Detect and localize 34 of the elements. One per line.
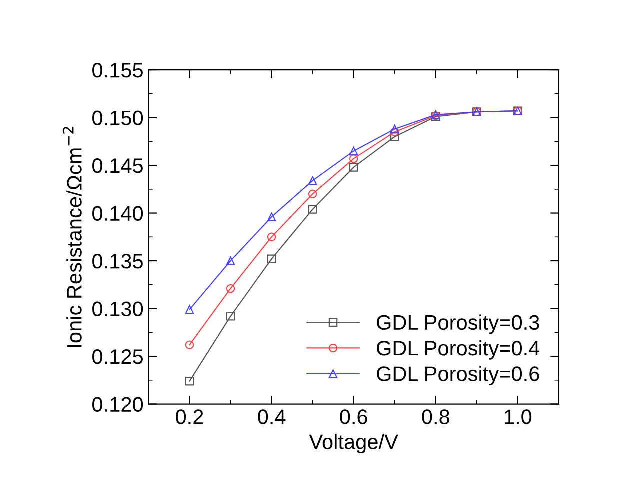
point	[185, 340, 194, 350]
x-tick-label: 0.4	[258, 410, 286, 424]
x-tick-label: 1.0	[505, 410, 532, 424]
y-tick-label: 0.125	[92, 350, 143, 364]
point	[226, 284, 236, 294]
y-tick-label: 0.130	[92, 302, 144, 317]
y-tick-label: 0.145	[92, 158, 143, 174]
point	[267, 232, 276, 242]
point	[185, 376, 194, 386]
y-tick-label: 0.140	[92, 206, 144, 222]
y-tick-label: 0.135	[92, 254, 143, 269]
point	[267, 254, 276, 264]
y-tick-label: 0.150	[92, 110, 144, 126]
legend-label: GDL Porosity=0.3	[377, 314, 540, 334]
legend-label: GDL Porosity=0.4	[377, 340, 540, 360]
y-axis-title: Ionic Resistance/Ωcm$^{−2}$	[62, 127, 82, 348]
point	[226, 312, 236, 321]
x-tick-label: 0.8	[422, 410, 450, 424]
x-tick-label: 0.2	[176, 410, 204, 424]
legend-label: GDL Porosity=0.6	[377, 366, 540, 386]
point	[390, 128, 400, 136]
point	[390, 124, 400, 134]
y-tick-label: 0.120	[92, 397, 144, 412]
point	[185, 305, 194, 314]
point	[308, 190, 318, 199]
point	[308, 176, 318, 186]
point	[308, 205, 318, 214]
point	[226, 256, 236, 266]
y-tick-label: 0.155	[92, 63, 143, 78]
x-tick-label: 0.6	[340, 410, 368, 424]
x-axis-title: Voltage/V	[309, 434, 398, 454]
point	[349, 146, 358, 156]
point	[349, 163, 358, 172]
point	[267, 212, 276, 222]
